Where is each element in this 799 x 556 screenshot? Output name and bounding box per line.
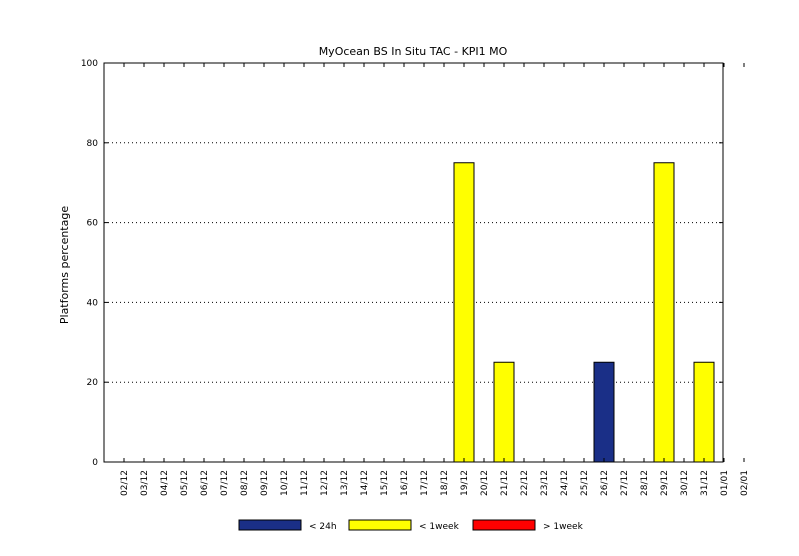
x-tick-label: 03/12 [140, 470, 150, 496]
chart-title: MyOcean BS In Situ TAC - KPI1 MO [319, 45, 508, 58]
y-tick-label: 20 [87, 378, 99, 388]
x-axis-ticks: 02/12 03/12 04/12 05/12 06/12 07/12 08/12 09/12… [120, 63, 750, 496]
x-tick-label: 29/12 [660, 470, 670, 496]
x-tick-label: 30/12 [680, 470, 690, 496]
x-tick-label: 06/12 [200, 470, 210, 496]
x-tick-label: 09/12 [260, 470, 270, 496]
x-tick-label: 02/01 [740, 470, 750, 496]
legend-label: > 1week [543, 522, 584, 532]
plot-frame [103, 62, 724, 463]
y-tick-label: 40 [87, 298, 99, 308]
legend-swatch [348, 519, 412, 531]
x-tick-label: 05/12 [180, 470, 190, 496]
y-tick-label: 80 [87, 139, 99, 149]
x-tick-label: 02/12 [120, 470, 130, 496]
x-tick-label: 12/12 [320, 470, 330, 496]
bar [653, 162, 675, 463]
y-tick-label: 60 [87, 219, 99, 229]
x-tick-label: 18/12 [440, 470, 450, 496]
x-tick-label: 07/12 [220, 470, 230, 496]
x-tick-label: 25/12 [580, 470, 590, 496]
grid-lines [104, 142, 723, 383]
legend-swatch [238, 519, 302, 531]
bars [453, 162, 715, 463]
legend-label: < 1week [419, 522, 460, 532]
x-tick-label: 19/12 [460, 470, 470, 496]
x-tick-label: 23/12 [540, 470, 550, 496]
x-tick-label: 24/12 [560, 470, 570, 496]
x-tick-label: 17/12 [420, 470, 430, 496]
bar [593, 361, 615, 463]
x-tick-label: 01/01 [720, 470, 730, 496]
x-tick-label: 10/12 [280, 470, 290, 496]
x-tick-label: 11/12 [300, 470, 310, 496]
legend-label: < 24h [309, 522, 337, 532]
y-tick-label: 0 [92, 458, 98, 468]
x-tick-label: 20/12 [480, 470, 490, 496]
legend-swatch [472, 519, 536, 531]
bar [693, 361, 715, 463]
x-tick-label: 04/12 [160, 470, 170, 496]
y-axis-label: Platforms percentage [58, 206, 71, 324]
x-tick-label: 22/12 [520, 470, 530, 496]
x-tick-label: 26/12 [600, 470, 610, 496]
x-tick-label: 31/12 [700, 470, 710, 496]
bar [453, 162, 475, 463]
x-tick-label: 27/12 [620, 470, 630, 496]
y-tick-label: 100 [81, 59, 98, 69]
x-tick-label: 08/12 [240, 470, 250, 496]
x-tick-label: 13/12 [340, 470, 350, 496]
x-tick-label: 21/12 [500, 470, 510, 496]
y-axis-ticks: 0 20 40 60 80 100 [81, 59, 723, 468]
x-tick-label: 16/12 [400, 470, 410, 496]
x-tick-label: 15/12 [380, 470, 390, 496]
legend: < 24h < 1week > 1week [238, 519, 584, 532]
x-tick-label: 14/12 [360, 470, 370, 496]
x-tick-label: 28/12 [640, 470, 650, 496]
bar [493, 361, 515, 463]
